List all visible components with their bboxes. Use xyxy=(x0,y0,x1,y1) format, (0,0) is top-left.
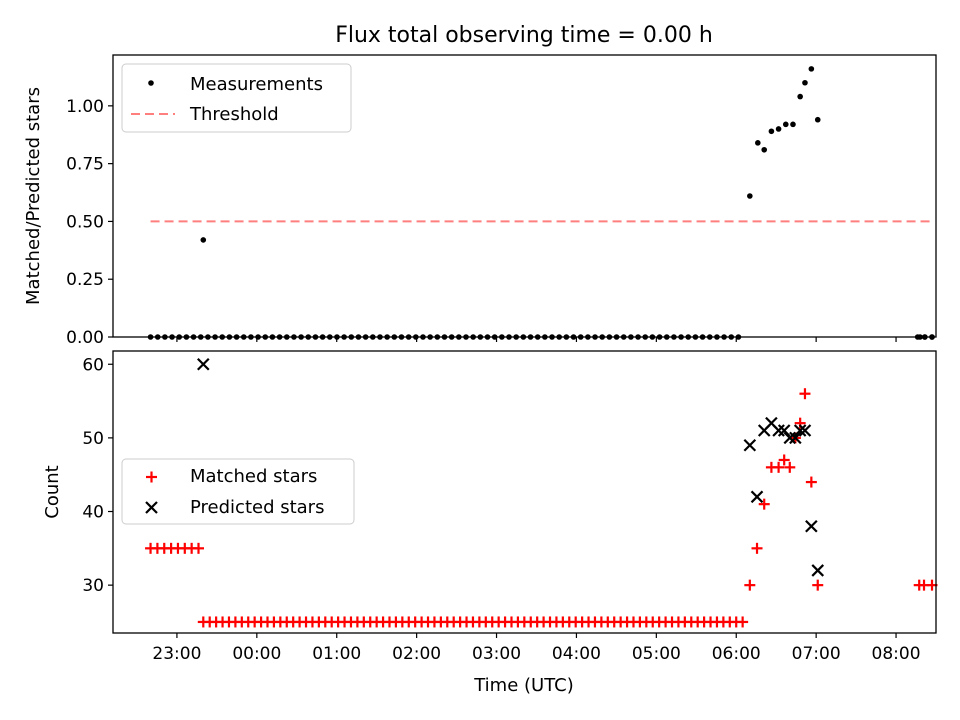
measurement-point xyxy=(790,121,796,128)
measurement-point xyxy=(747,193,753,199)
x-tick-label: 05:00 xyxy=(632,644,681,664)
x-tick-label: 08:00 xyxy=(872,644,921,664)
x-tick-label: 00:00 xyxy=(232,644,281,664)
legend-measurements-marker xyxy=(148,80,154,86)
y-tick-label: 0.75 xyxy=(66,155,104,175)
legend-matched-marker xyxy=(146,471,157,483)
bottom-y-axis-label: Count xyxy=(42,465,63,518)
y-tick-label: 0.00 xyxy=(66,328,104,348)
predicted-star-point xyxy=(197,357,210,371)
measurement-point xyxy=(761,146,768,153)
matched-star-point xyxy=(784,461,796,473)
measurement-point xyxy=(782,121,789,128)
measurement-point xyxy=(200,237,207,243)
y-tick-label: 50 xyxy=(82,429,104,449)
y-tick-label: 60 xyxy=(82,355,104,375)
predicted-star-point xyxy=(793,424,807,437)
predicted-star-point xyxy=(811,564,825,577)
bottom-panel: 30 40 50 60 23:00 00:00 01:00 02:00 03:00 04:00 0… xyxy=(42,350,938,696)
matched-star-point xyxy=(812,579,824,591)
bottom-x-ticks: 23:00 00:00 01:00 02:00 03:00 04:00 05:00 06:00… xyxy=(152,633,921,664)
measurement-point xyxy=(797,93,803,100)
predicted-star-point xyxy=(798,424,812,437)
top-y-axis-label: Matched/Predicted stars xyxy=(23,87,44,305)
matched-star-point xyxy=(805,476,817,488)
x-axis-label: Time (UTC) xyxy=(473,675,574,696)
x-tick-label: 23:00 xyxy=(152,644,201,664)
matched-star-point xyxy=(751,542,763,554)
bottom-legend: Matched stars Predicted stars xyxy=(121,458,355,525)
matched-star-point xyxy=(192,542,204,554)
legend-predicted-marker xyxy=(145,501,158,514)
top-axes-frame xyxy=(112,54,937,338)
y-tick-label: 30 xyxy=(82,576,104,596)
top-x-ticks xyxy=(176,337,897,342)
measurement-point xyxy=(802,79,808,86)
predicted-star-point xyxy=(750,490,764,504)
bottom-plot-marks xyxy=(145,357,938,628)
measurement-point xyxy=(768,128,775,135)
top-legend-box xyxy=(121,63,352,133)
y-tick-label: 1.00 xyxy=(66,97,104,117)
y-tick-label: 0.25 xyxy=(66,270,104,290)
x-tick-label: 01:00 xyxy=(312,644,361,664)
predicted-star-point xyxy=(789,431,802,445)
bottom-y-ticks: 30 40 50 60 xyxy=(82,355,113,596)
measurement-point xyxy=(814,116,821,123)
y-tick-label: 0.50 xyxy=(66,212,104,232)
x-tick-label: 06:00 xyxy=(712,644,761,664)
bottom-axes-frame xyxy=(112,350,937,634)
legend-measurements-label: Measurements xyxy=(190,74,323,95)
predicted-star-point xyxy=(783,431,797,445)
measurement-point xyxy=(775,126,782,132)
measurement-point xyxy=(808,66,815,72)
bottom-legend-box xyxy=(121,458,355,525)
predicted-star-point xyxy=(743,438,757,452)
x-tick-label: 04:00 xyxy=(552,644,601,664)
predicted-star-point xyxy=(777,424,791,437)
top-legend: Measurements Threshold xyxy=(121,63,352,133)
predicted-star-point xyxy=(772,424,785,437)
matched-star-point xyxy=(773,461,785,473)
matched-star-point xyxy=(758,498,770,510)
matched-star-point xyxy=(744,579,756,591)
x-tick-label: 03:00 xyxy=(472,644,521,664)
y-tick-label: 40 xyxy=(82,503,104,523)
legend-matched-label: Matched stars xyxy=(190,466,317,487)
measurement-point xyxy=(755,140,761,146)
predicted-star-point xyxy=(805,519,818,533)
legend-predicted-label: Predicted stars xyxy=(190,497,324,518)
top-panel: 0.00 0.25 0.50 0.75 1.00 Matched/Predicted s… xyxy=(23,54,937,348)
top-y-ticks: 0.00 0.25 0.50 0.75 1.00 xyxy=(66,97,113,348)
x-tick-label: 02:00 xyxy=(392,644,441,664)
x-tick-label: 07:00 xyxy=(792,644,841,664)
matched-star-point xyxy=(737,616,749,628)
matched-star-point xyxy=(778,454,790,466)
matched-star-point xyxy=(799,388,811,400)
legend-threshold-label: Threshold xyxy=(189,104,279,125)
chart-title: Flux total observing time = 0.00 h xyxy=(335,23,713,48)
